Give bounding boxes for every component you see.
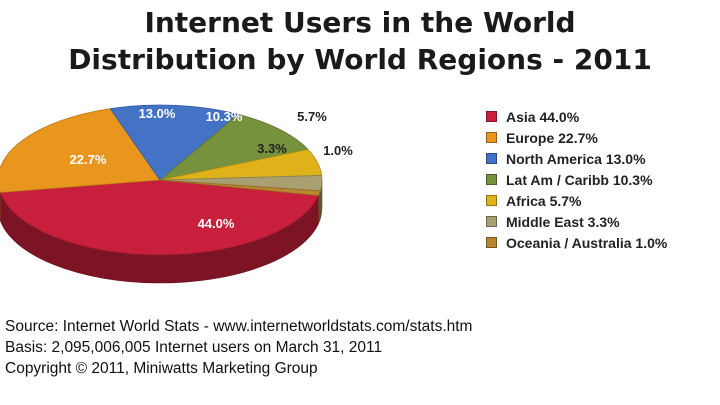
legend-swatch <box>486 111 497 122</box>
slice-lat-am-caribb <box>159 113 309 181</box>
legend-label: Lat Am / Caribb 10.3% <box>506 171 653 188</box>
legend-item: Lat Am / Caribb 10.3% <box>486 169 667 190</box>
data-label-oceania-australia: 1.0% <box>323 143 353 158</box>
legend-label: North America 13.0% <box>506 150 646 167</box>
legend-swatch <box>486 216 497 227</box>
legend: Asia 44.0% Europe 22.7% North America 13… <box>486 106 667 253</box>
legend-item: Africa 5.7% <box>486 190 667 211</box>
legend-label: Middle East 3.3% <box>506 213 620 230</box>
legend-label: Europe 22.7% <box>506 129 598 146</box>
slice-north-america <box>109 104 240 181</box>
data-label-north-america: 13.0% <box>139 106 176 121</box>
legend-swatch <box>486 153 497 164</box>
chart-title: Internet Users in the World Distribution… <box>0 4 720 78</box>
slice-oceania-australia <box>159 179 321 197</box>
source-note: Source: Internet World Stats - www.inter… <box>5 316 472 379</box>
legend-label: Africa 5.7% <box>506 192 582 209</box>
legend-item: North America 13.0% <box>486 148 667 169</box>
chart-title-line-1: Internet Users in the World <box>144 6 576 39</box>
data-label-asia: 44.0% <box>198 216 235 231</box>
data-labels: 44.0% 22.7% 13.0% 10.3% 5.7% 3.3% 1.0% <box>70 106 354 231</box>
slice-europe <box>0 108 161 193</box>
chart-title-line-2: Distribution by World Regions - 2011 <box>68 43 652 76</box>
basis-line: Basis: 2,095,006,005 Internet users on M… <box>5 339 383 356</box>
data-label-lat-am-caribb: 10.3% <box>206 109 243 124</box>
source-line: Source: Internet World Stats - www.inter… <box>5 318 473 335</box>
legend-swatch <box>486 132 497 143</box>
data-label-africa: 5.7% <box>297 109 327 124</box>
legend-item: Oceania / Australia 1.0% <box>486 232 667 253</box>
legend-item: Middle East 3.3% <box>486 211 667 232</box>
legend-label: Asia 44.0% <box>506 108 580 125</box>
legend-swatch <box>486 174 497 185</box>
legend-swatch <box>486 237 497 248</box>
pie-top <box>0 104 323 256</box>
copyright-line: Copyright © 2011, Miniwatts Marketing Gr… <box>5 360 318 377</box>
legend-swatch <box>486 195 497 206</box>
legend-item: Asia 44.0% <box>486 106 667 127</box>
legend-item: Europe 22.7% <box>486 127 667 148</box>
legend-label: Oceania / Australia 1.0% <box>506 234 668 251</box>
data-label-europe: 22.7% <box>70 152 107 167</box>
slice-asia <box>0 179 320 256</box>
data-label-middle-east: 3.3% <box>257 141 287 156</box>
